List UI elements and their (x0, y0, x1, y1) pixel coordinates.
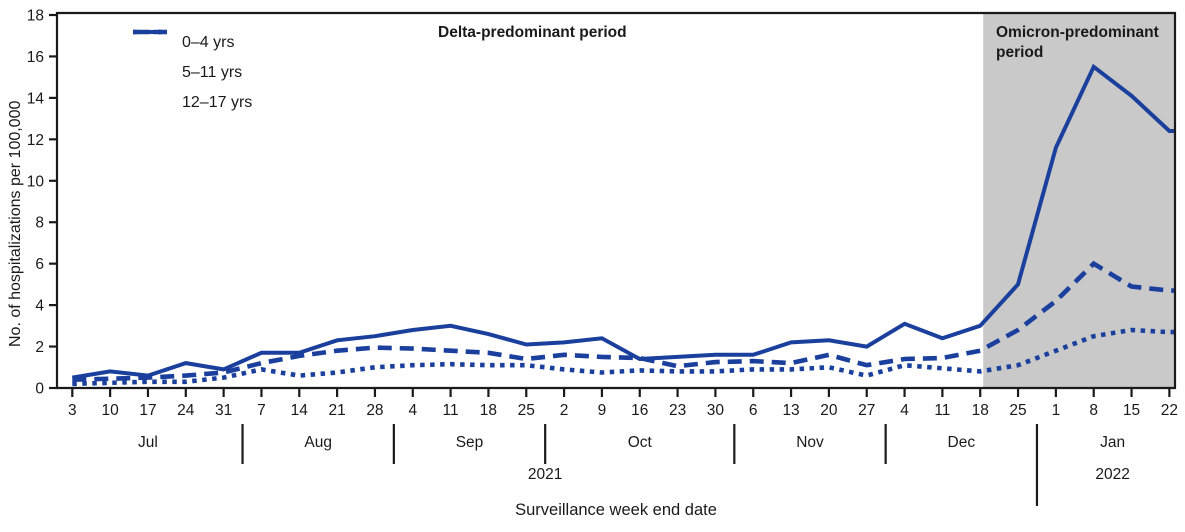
x-tick-label: 14 (291, 402, 309, 419)
omicron-shaded-region (983, 13, 1175, 388)
x-tick-label: 3 (68, 402, 77, 419)
y-tick-label: 14 (27, 90, 45, 107)
y-tick-label: 4 (35, 298, 44, 315)
x-tick-label: 7 (257, 402, 266, 419)
x-tick-label: 18 (972, 402, 989, 419)
series-line-dotted (72, 327, 1174, 387)
legend-label: 5–11 yrs (182, 64, 243, 81)
series-line-solid (71, 63, 1174, 380)
x-tick-label: 17 (139, 402, 156, 419)
x-tick-label: 11 (443, 402, 459, 419)
x-tick-label: 25 (518, 402, 535, 419)
x-tick-label: 15 (1123, 402, 1140, 419)
legend-item: 5–11 yrs (133, 29, 252, 88)
x-tick-label: 10 (102, 402, 120, 419)
y-tick-label: 8 (35, 215, 44, 232)
chart-legend: 0–4 yrs 5–11 yrs 12–17 yrs (133, 28, 252, 118)
month-label: Nov (796, 434, 824, 451)
x-tick-label: 8 (1089, 402, 1098, 419)
x-tick-label: 31 (215, 402, 232, 419)
y-tick-label: 2 (35, 339, 44, 356)
x-tick-label: 4 (900, 402, 909, 419)
omicron-period-annotation: Omicron-predominant period (996, 24, 1159, 61)
x-axis-title: Surveillance week end date (515, 501, 717, 519)
y-tick-label: 6 (35, 256, 44, 273)
y-tick-label: 16 (27, 49, 44, 66)
x-tick-label: 16 (631, 402, 648, 419)
month-label: Jul (138, 434, 158, 451)
month-label: Dec (948, 434, 976, 451)
x-tick-label: 25 (1009, 402, 1026, 419)
x-tick-label: 1 (1052, 402, 1061, 419)
x-tick-label: 6 (749, 402, 758, 419)
y-tick-label: 10 (27, 173, 45, 190)
legend-item: 12–17 yrs (133, 29, 253, 118)
month-label: Jan (1100, 434, 1125, 451)
x-tick-label: 23 (669, 402, 686, 419)
year-label: 2021 (528, 466, 562, 483)
x-tick-label: 9 (598, 402, 607, 419)
y-tick-label: 12 (27, 132, 44, 149)
x-tick-label: 11 (934, 402, 950, 419)
x-tick-label: 22 (1161, 402, 1178, 419)
x-tick-label: 27 (858, 402, 875, 419)
month-label: Oct (628, 434, 653, 451)
y-axis-title: No. of hospitalizations per 100,000 (7, 100, 24, 347)
delta-period-annotation: Delta-predominant period (438, 24, 627, 41)
series-line-dashed (72, 260, 1174, 382)
month-label: Sep (456, 434, 484, 451)
x-tick-label: 18 (480, 402, 497, 419)
x-tick-label: 2 (560, 402, 569, 419)
x-tick-label: 13 (782, 402, 799, 419)
x-tick-label: 4 (408, 402, 417, 419)
y-tick-label: 0 (35, 381, 44, 398)
y-tick-label: 18 (27, 8, 44, 25)
x-tick-label: 30 (707, 402, 725, 419)
x-tick-label: 28 (366, 402, 383, 419)
year-label: 2022 (1095, 466, 1129, 483)
x-tick-label: 20 (820, 402, 838, 419)
legend-label: 0–4 yrs (182, 34, 235, 51)
month-label: Aug (304, 434, 332, 451)
x-tick-label: 21 (328, 402, 345, 419)
x-tick-label: 24 (177, 402, 195, 419)
legend-label: 12–17 yrs (182, 94, 253, 111)
